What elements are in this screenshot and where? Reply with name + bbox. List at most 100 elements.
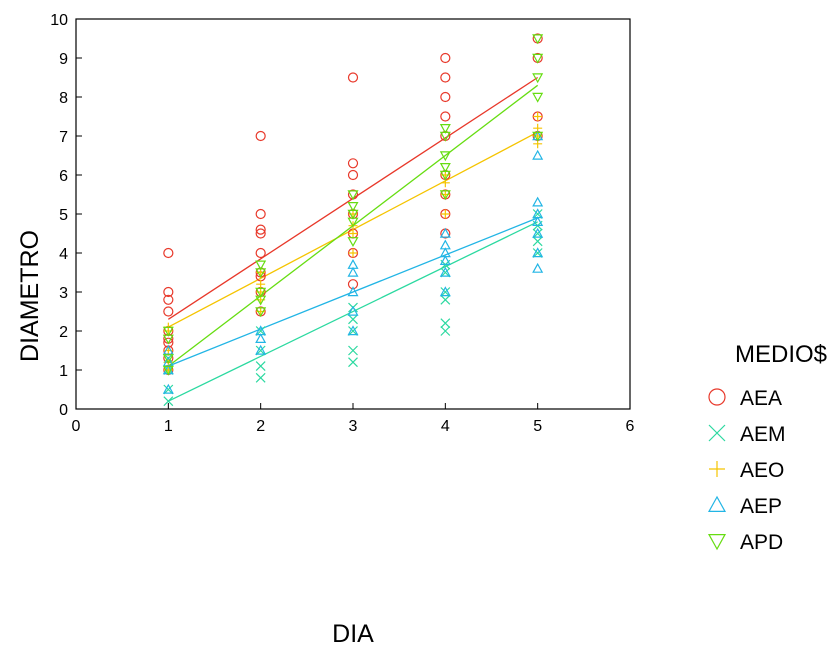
point-apd	[439, 123, 451, 134]
point-aem	[348, 314, 358, 325]
point-apd	[255, 260, 267, 271]
point-apd	[255, 307, 267, 318]
point-aea	[163, 286, 174, 298]
point-aea	[347, 72, 359, 83]
point-apd	[162, 334, 174, 345]
y-tick-label: 10	[50, 12, 68, 29]
point-apd	[439, 131, 451, 142]
point-aep	[439, 266, 451, 277]
legend-marker-aea	[708, 388, 726, 406]
point-aem	[440, 294, 451, 305]
y-tick-label: 0	[59, 402, 68, 419]
point-apd	[162, 326, 174, 337]
point-apd	[532, 73, 544, 84]
point-aea	[347, 169, 359, 181]
point-apd	[162, 365, 174, 376]
point-aea	[255, 224, 266, 235]
point-aea	[255, 208, 266, 220]
fit-line-aep	[168, 217, 538, 367]
legend-label-aea: AEA	[740, 387, 782, 410]
y-tick-label: 3	[59, 285, 68, 302]
legend-title: MEDIO$	[735, 341, 827, 368]
x-tick-label: 3	[349, 418, 358, 435]
fit-line-aem	[168, 221, 538, 402]
point-apd	[532, 131, 544, 142]
point-aem	[348, 357, 358, 368]
point-aep	[255, 333, 267, 343]
y-tick-label: 8	[59, 90, 68, 107]
point-aea	[255, 247, 266, 259]
point-aep	[532, 196, 544, 207]
point-aea	[163, 306, 174, 317]
x-axis-ticks: 0 1 2 3 4 5 6	[72, 403, 635, 435]
point-aea	[255, 228, 266, 239]
point-aeo	[348, 248, 358, 258]
x-tick-label: 0	[72, 418, 81, 435]
data-points	[162, 33, 544, 407]
fit-lines	[167, 76, 539, 402]
y-tick-label: 1	[59, 363, 68, 380]
x-tick-label: 1	[164, 418, 173, 435]
point-apd	[532, 53, 544, 64]
point-aea	[163, 247, 174, 259]
point-apd	[439, 170, 451, 181]
point-apd	[255, 287, 267, 298]
point-aem	[440, 318, 451, 329]
point-apd	[347, 202, 359, 212]
point-aep	[532, 216, 544, 226]
point-aeo	[440, 209, 450, 219]
y-axis-ticks: 0 1 2 3 4 5 6 7 8 9 10	[50, 12, 82, 419]
point-apd	[439, 190, 451, 201]
point-aea	[255, 130, 266, 142]
x-tick-label: 6	[626, 418, 635, 435]
point-aea	[163, 294, 174, 305]
x-tick-label: 2	[256, 418, 265, 435]
point-apd	[347, 217, 359, 228]
point-aem	[440, 326, 451, 336]
point-aep	[439, 255, 451, 265]
point-apd	[532, 92, 544, 103]
y-tick-label: 7	[59, 129, 68, 146]
point-aem	[163, 396, 174, 407]
legend-label-aem: AEM	[740, 423, 786, 446]
y-tick-label: 4	[59, 246, 68, 263]
y-tick-label: 6	[59, 168, 68, 185]
point-apd	[347, 190, 359, 201]
point-aea	[440, 72, 451, 83]
y-tick-label: 2	[59, 324, 68, 341]
legend-label-apd: APD	[740, 531, 783, 554]
point-aep	[439, 227, 451, 238]
point-apd	[162, 354, 174, 365]
legend-marker-aep	[707, 495, 727, 512]
point-aep	[255, 344, 267, 355]
point-aep	[532, 247, 544, 258]
x-tick-label: 5	[533, 418, 542, 435]
y-axis-title: DIAMETRO	[16, 230, 44, 362]
point-aem	[255, 372, 266, 383]
legend-marker-apd	[707, 533, 727, 551]
legend-label-aeo: AEO	[740, 459, 784, 482]
y-tick-label: 5	[59, 207, 68, 224]
point-aep	[347, 286, 359, 297]
point-aea	[440, 91, 451, 103]
point-aep	[347, 325, 359, 336]
legend-marker-aeo	[709, 461, 725, 477]
point-aep	[532, 227, 544, 238]
point-aea	[440, 111, 451, 122]
point-aeo	[348, 229, 358, 238]
point-apd	[255, 268, 267, 279]
legend-marker-aem	[708, 424, 726, 442]
legend-label-aep: AEP	[740, 495, 782, 518]
point-aep	[162, 383, 174, 394]
point-aem	[255, 361, 266, 372]
point-aep	[347, 305, 359, 316]
point-aep	[347, 266, 359, 277]
point-apd	[439, 151, 451, 162]
point-aea	[347, 158, 359, 169]
point-apd	[255, 295, 267, 306]
x-tick-label: 4	[441, 418, 450, 435]
point-aep	[439, 286, 451, 297]
point-aeo	[533, 112, 543, 121]
legend: MEDIO$ AEA AEM AEO AEP APD	[707, 341, 827, 554]
